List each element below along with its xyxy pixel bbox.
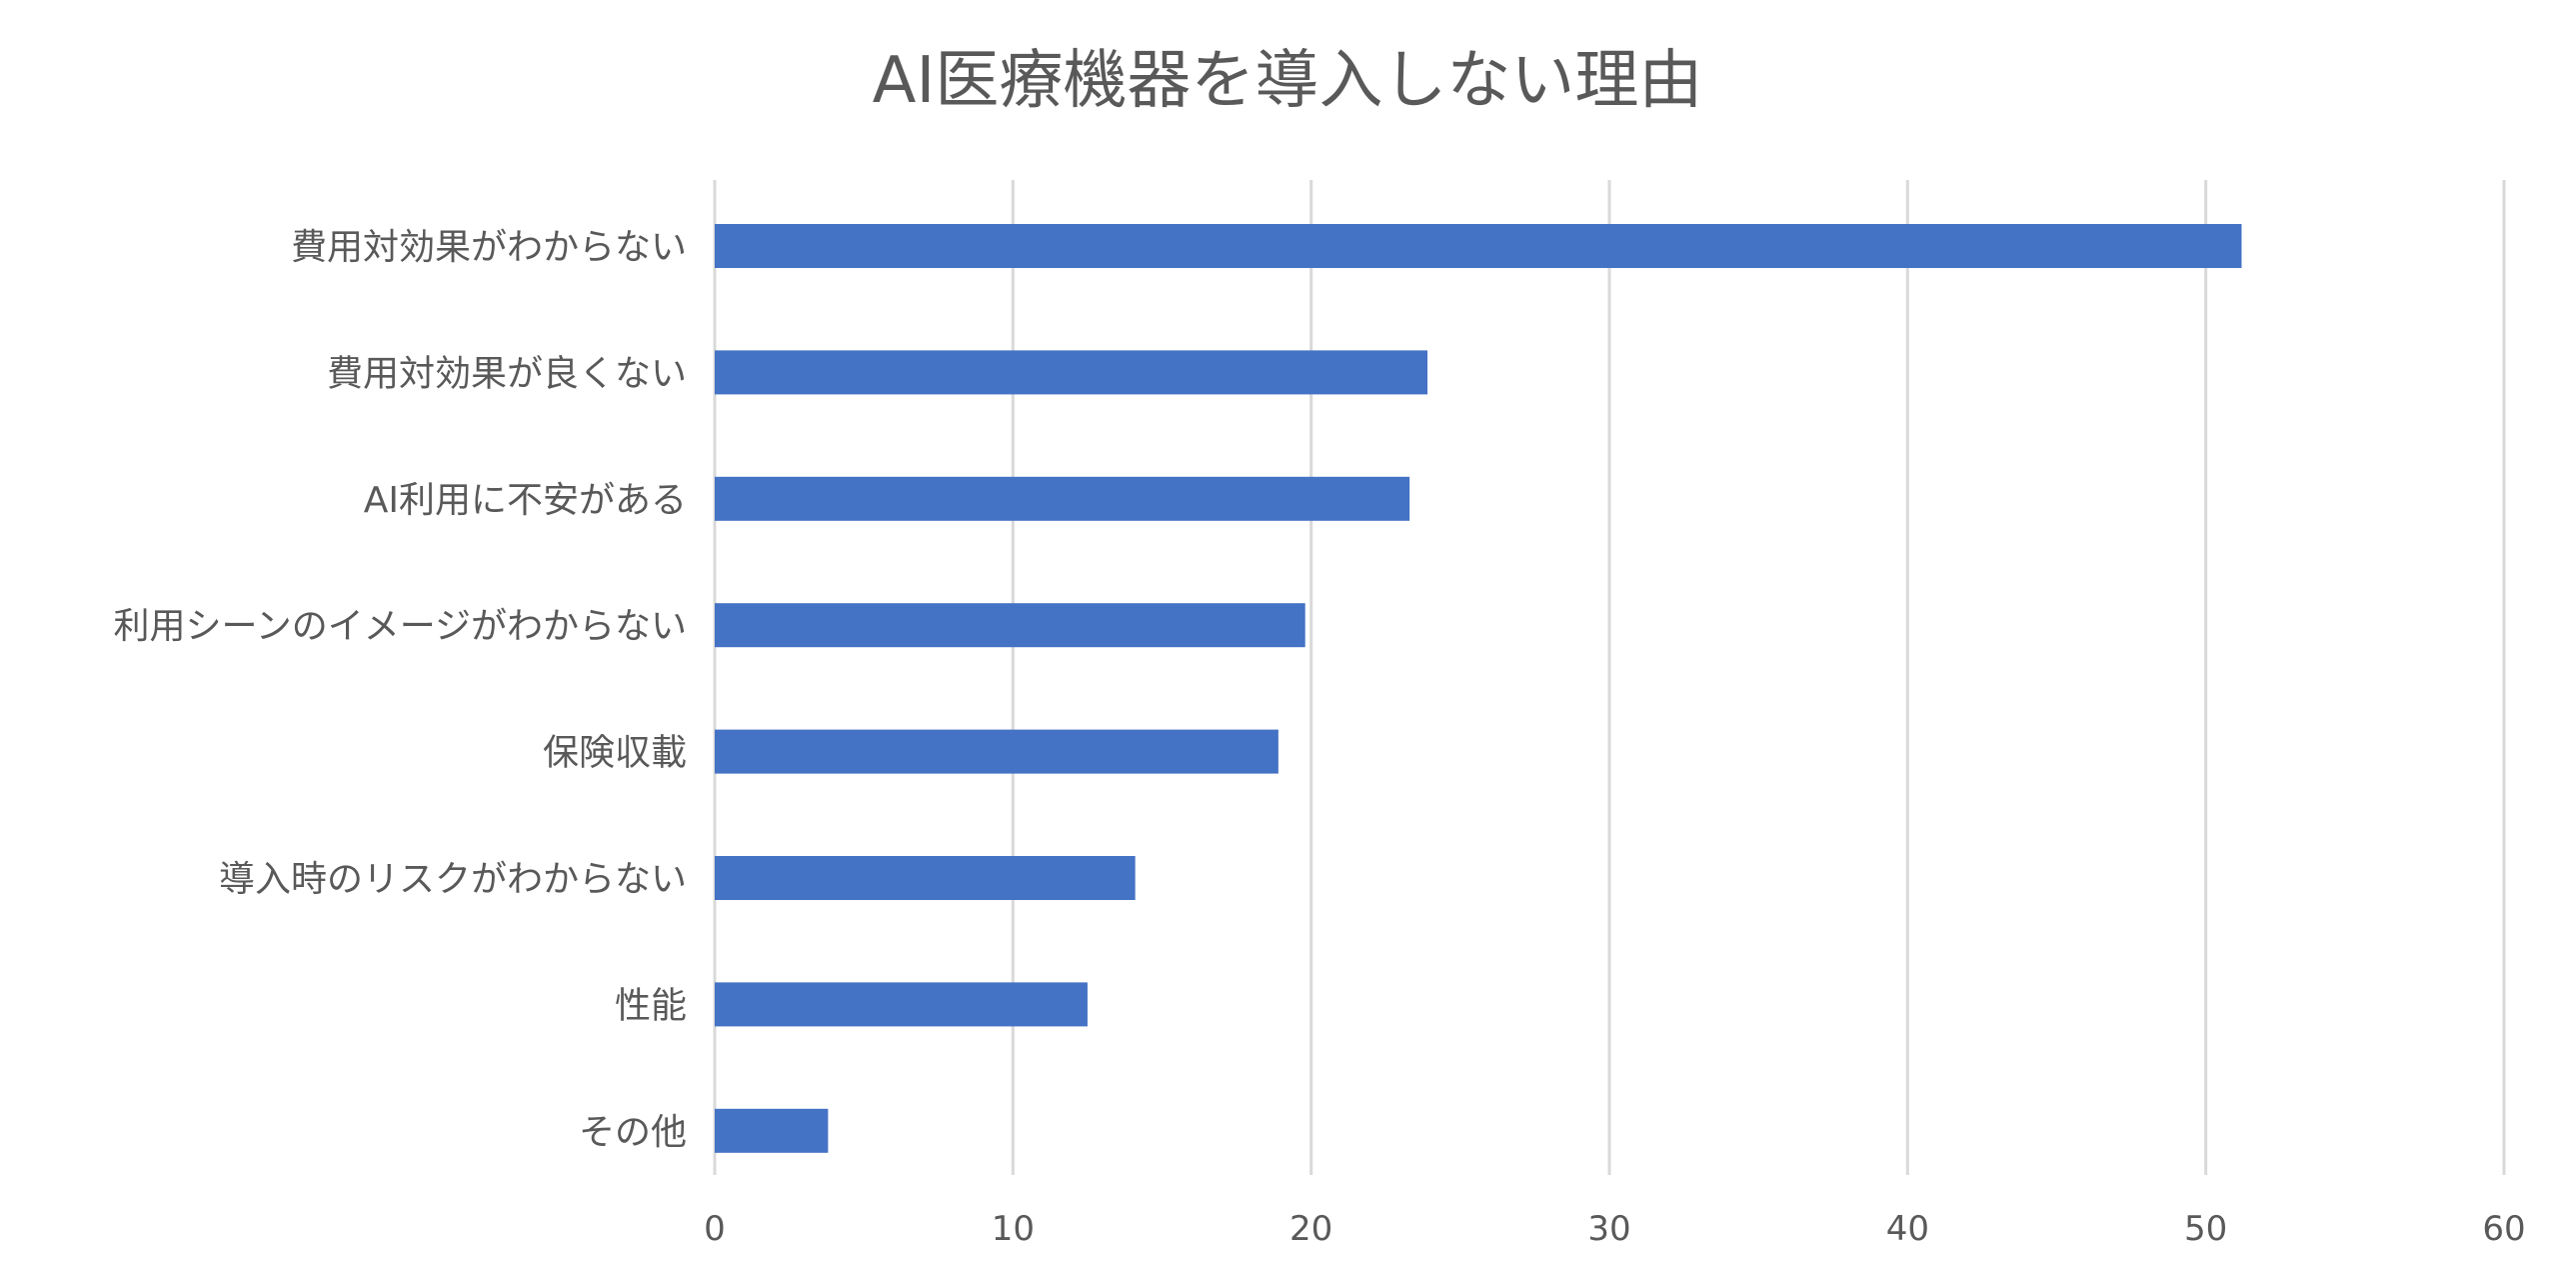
category-label: 導入時のリスクがわからない — [219, 859, 687, 900]
x-tick-label: 10 — [992, 1209, 1035, 1249]
bar — [715, 1108, 829, 1153]
x-axis-tick-labels: 0 10 20 30 40 50 60 — [704, 1209, 2525, 1249]
x-tick-label: 0 — [704, 1209, 726, 1249]
bars — [715, 224, 2242, 1153]
category-label: 保険収載 — [543, 733, 687, 774]
bar — [715, 603, 1305, 648]
x-tick-label: 50 — [2184, 1209, 2227, 1249]
category-label: 性能 — [615, 985, 687, 1026]
x-tick-label: 40 — [1886, 1209, 1929, 1249]
bar — [715, 224, 2242, 268]
chart-title: AI医療機器を導入しない理由 — [873, 44, 1703, 118]
gridlines — [713, 180, 2506, 1175]
x-tick-label: 20 — [1289, 1209, 1332, 1249]
bar — [715, 982, 1088, 1027]
bar — [715, 476, 1410, 521]
bar — [715, 350, 1428, 395]
x-tick-label: 30 — [1587, 1209, 1630, 1249]
category-label: その他 — [579, 1112, 687, 1153]
bar — [715, 729, 1279, 774]
category-label: 利用シーンのイメージがわからない — [114, 606, 687, 647]
category-label: 費用対効果が良くない — [327, 353, 687, 394]
category-label: 費用対効果がわからない — [291, 227, 687, 268]
x-tick-label: 60 — [2482, 1209, 2525, 1249]
category-label: AI利用に不安がある — [364, 480, 687, 521]
bar — [715, 856, 1136, 900]
